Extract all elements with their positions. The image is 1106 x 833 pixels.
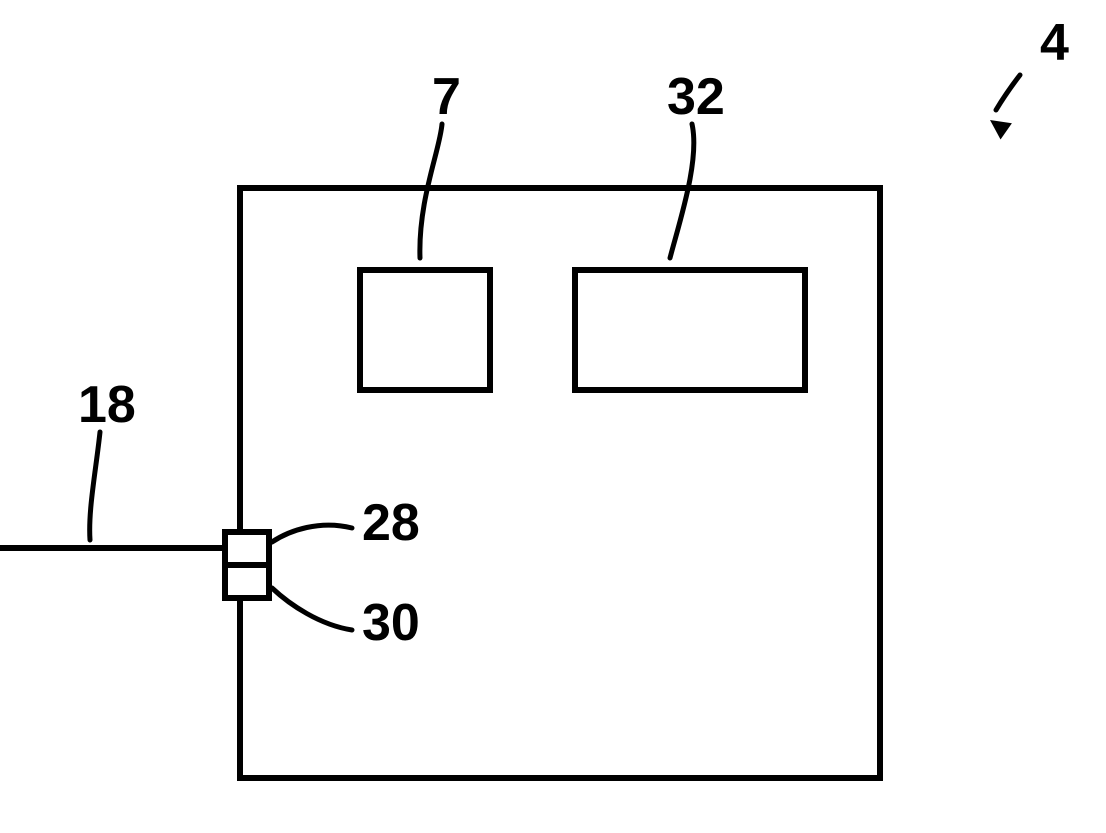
label-30: 30 [362,594,420,652]
leader-to-4-curve [996,75,1020,110]
technical-diagram: 4 7 32 18 28 30 [0,0,1106,833]
label-32: 32 [667,68,725,126]
inner-box-32 [575,270,805,390]
outer-box [240,188,880,778]
leader-to-30 [272,588,352,630]
inner-box-7 [360,270,490,390]
label-4: 4 [1040,14,1069,72]
label-7: 7 [432,68,461,126]
leader-to-4-arrowhead [990,120,1012,139]
label-28: 28 [362,494,420,552]
leader-to-28 [272,525,352,542]
label-18: 18 [78,376,136,434]
leader-to-18 [90,432,100,540]
